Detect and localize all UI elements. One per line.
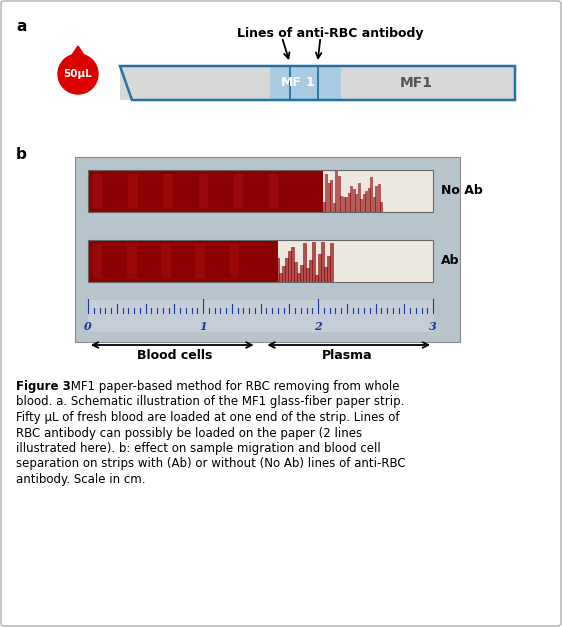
Text: MF: MF: [281, 76, 302, 90]
Bar: [270, 66, 341, 100]
Bar: [161, 244, 171, 278]
Bar: [93, 244, 102, 278]
Polygon shape: [120, 66, 515, 100]
Bar: [164, 174, 173, 208]
Bar: [368, 188, 370, 212]
Bar: [88, 240, 278, 282]
Bar: [318, 255, 322, 282]
Bar: [333, 203, 336, 212]
Bar: [315, 184, 318, 212]
Bar: [288, 251, 292, 282]
Circle shape: [58, 54, 98, 94]
Text: antibody. Scale in cm.: antibody. Scale in cm.: [16, 473, 146, 486]
Text: Fifty μL of fresh blood are loaded at one end of the strip. Lines of: Fifty μL of fresh blood are loaded at on…: [16, 411, 400, 424]
Bar: [310, 172, 313, 212]
Text: 3: 3: [429, 321, 437, 332]
Text: illustrated here). b: effect on sample migration and blood cell: illustrated here). b: effect on sample m…: [16, 442, 380, 455]
Text: 0: 0: [84, 321, 92, 332]
Bar: [267, 250, 271, 282]
Text: RBC antibody can possibly be loaded on the paper (2 lines: RBC antibody can possibly be loaded on t…: [16, 426, 362, 440]
Bar: [312, 179, 316, 212]
Text: Blood cells: Blood cells: [137, 349, 212, 362]
Bar: [330, 180, 333, 212]
Bar: [348, 193, 351, 212]
Bar: [362, 194, 366, 212]
Bar: [365, 191, 368, 212]
Text: : MF1 paper-based method for RBC removing from whole: : MF1 paper-based method for RBC removin…: [63, 380, 400, 393]
Bar: [88, 170, 433, 212]
Bar: [350, 186, 353, 212]
Bar: [340, 196, 343, 212]
Text: b: b: [16, 147, 27, 162]
Bar: [373, 197, 375, 212]
Bar: [88, 170, 433, 212]
Bar: [320, 198, 323, 212]
Bar: [282, 266, 285, 282]
Bar: [375, 186, 378, 212]
Bar: [128, 174, 138, 208]
Bar: [291, 247, 294, 282]
Bar: [279, 273, 283, 282]
Bar: [273, 256, 277, 282]
Text: Ab: Ab: [441, 255, 460, 268]
Bar: [318, 198, 320, 212]
Bar: [335, 171, 338, 212]
Bar: [294, 262, 298, 282]
Polygon shape: [66, 46, 90, 64]
Bar: [321, 242, 325, 282]
Bar: [370, 177, 373, 212]
Bar: [312, 243, 316, 282]
Bar: [343, 198, 346, 212]
Bar: [307, 191, 311, 212]
Bar: [261, 248, 265, 282]
Bar: [309, 260, 312, 282]
Bar: [324, 268, 328, 282]
Text: 50μL: 50μL: [64, 69, 92, 79]
Bar: [355, 194, 358, 212]
Bar: [127, 244, 137, 278]
Bar: [323, 202, 325, 212]
Bar: [300, 265, 303, 282]
Bar: [270, 66, 341, 100]
Bar: [198, 174, 208, 208]
Bar: [315, 275, 319, 282]
Bar: [88, 240, 433, 282]
Text: MF1: MF1: [400, 76, 433, 90]
Bar: [88, 170, 323, 212]
Text: 2: 2: [314, 321, 322, 332]
Bar: [196, 244, 205, 278]
Bar: [345, 198, 348, 212]
Bar: [327, 256, 331, 282]
Bar: [269, 174, 278, 208]
Bar: [93, 174, 102, 208]
Bar: [234, 174, 243, 208]
Bar: [357, 183, 361, 212]
Bar: [88, 300, 433, 332]
Text: Plasma: Plasma: [321, 349, 372, 362]
Bar: [297, 273, 301, 282]
Bar: [303, 243, 307, 282]
Bar: [380, 202, 383, 212]
Bar: [264, 260, 268, 282]
Bar: [270, 241, 274, 282]
Text: blood. a. Schematic illustration of the MF1 glass-fiber paper strip.: blood. a. Schematic illustration of the …: [16, 396, 405, 409]
Bar: [352, 189, 356, 212]
Bar: [75, 157, 460, 342]
Text: a: a: [16, 19, 26, 34]
Text: No Ab: No Ab: [441, 184, 483, 198]
Bar: [276, 258, 280, 282]
Bar: [325, 174, 328, 212]
Text: separation on strips with (Ab) or without (No Ab) lines of anti-RBC: separation on strips with (Ab) or withou…: [16, 458, 406, 470]
Bar: [285, 258, 289, 282]
Bar: [258, 273, 262, 282]
Text: 1: 1: [199, 321, 207, 332]
Bar: [306, 268, 310, 282]
Bar: [328, 184, 330, 212]
Bar: [338, 176, 341, 212]
Bar: [378, 184, 380, 212]
Bar: [120, 66, 515, 100]
Bar: [230, 244, 239, 278]
Text: Lines of anti-RBC antibody: Lines of anti-RBC antibody: [237, 27, 423, 40]
Bar: [330, 243, 334, 282]
